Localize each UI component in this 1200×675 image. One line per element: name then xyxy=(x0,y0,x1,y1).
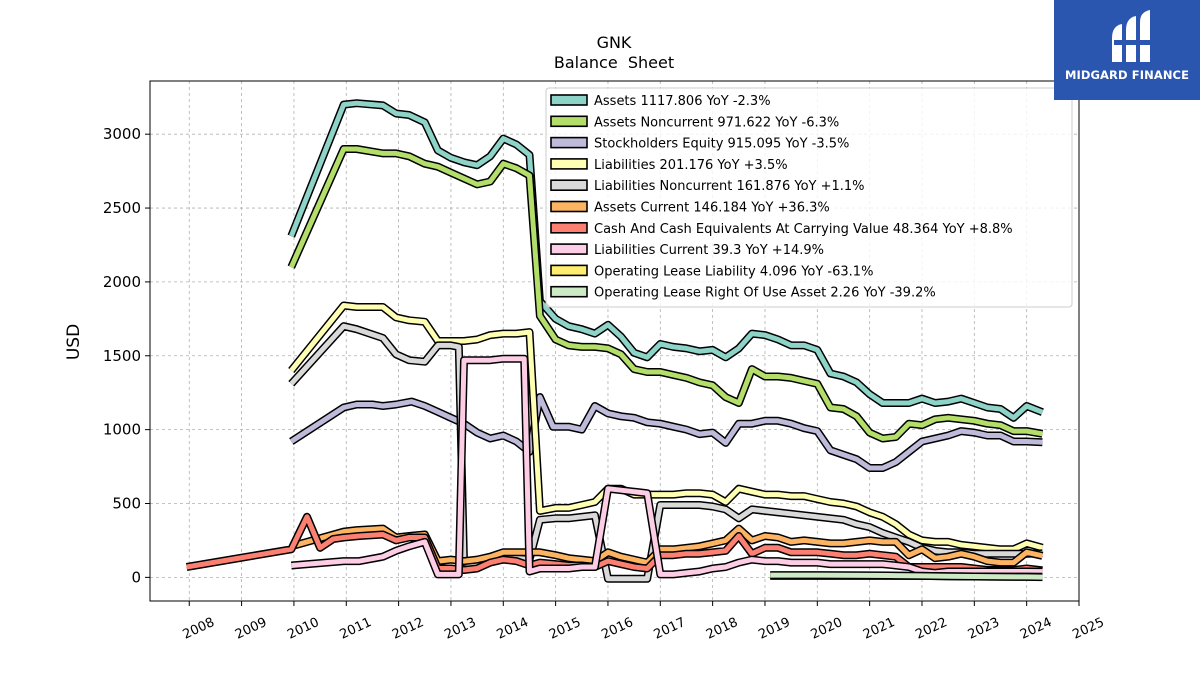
plot-frame xyxy=(149,80,1080,602)
series-line-outline xyxy=(289,393,1043,472)
legend-label: Assets Noncurrent 971.622 YoY -6.3% xyxy=(594,115,839,130)
series-line xyxy=(287,99,1044,422)
x-tick-label: 2017 xyxy=(652,615,688,643)
series-line-stroke xyxy=(770,572,1043,580)
legend-swatch xyxy=(550,243,588,255)
x-tick-label: 2023 xyxy=(966,615,1002,643)
x-tick-label: 2014 xyxy=(495,615,531,643)
y-axis-label: USD xyxy=(64,324,84,360)
series-line-stroke xyxy=(289,303,1044,552)
x-tick-label: 2024 xyxy=(1018,615,1054,643)
legend-label: Liabilities Noncurrent 161.876 YoY +1.1% xyxy=(594,179,865,194)
x-tick-label: 2021 xyxy=(861,615,897,643)
x-tick-label: 2015 xyxy=(547,615,583,643)
y-tick-label: 500 xyxy=(112,495,141,513)
x-tick-label: 2019 xyxy=(756,615,792,643)
legend-swatch xyxy=(550,179,588,191)
legend-swatch xyxy=(550,285,588,298)
series-line xyxy=(287,145,1044,443)
legend: Assets 1117.806 YoY -2.3% Assets Noncurre… xyxy=(545,87,1073,308)
legend-label: Liabilities 201.176 YoY +3.5% xyxy=(594,158,788,173)
legend-item: Liabilities Current 39.3 YoY +14.9% xyxy=(550,243,824,258)
series-line-stroke xyxy=(291,356,1043,577)
series-lines xyxy=(185,99,1044,583)
y-tick-label: 1500 xyxy=(103,347,141,365)
series-line-stroke xyxy=(288,100,1044,421)
legend-swatch xyxy=(550,115,588,128)
legend-item: Liabilities 201.176 YoY +3.5% xyxy=(550,158,788,173)
y-tick-label: 1000 xyxy=(103,421,141,439)
brand-logo: MIDGARD FINANCE xyxy=(1054,0,1200,100)
y-axis-ticks: 0 500 1000 1500 2000 2500 3000 xyxy=(103,125,150,586)
x-tick-label: 2022 xyxy=(913,615,949,643)
legend-item: Operating Lease Liability 4.096 YoY -63.… xyxy=(550,264,873,279)
series-line-stroke xyxy=(289,146,1043,441)
legend-label: Operating Lease Right Of Use Asset 2.26 … xyxy=(594,286,936,301)
legend-item: Cash And Cash Equivalents At Carrying Va… xyxy=(550,222,1013,237)
series-line xyxy=(288,301,1044,554)
x-tick-label: 2016 xyxy=(599,615,635,643)
legend-label: Liabilities Current 39.3 YoY +14.9% xyxy=(594,243,824,258)
series-line xyxy=(290,354,1043,579)
legend-label: Assets 1117.806 YoY -2.3% xyxy=(594,94,771,109)
series-line xyxy=(289,393,1043,472)
x-tick-label: 2009 xyxy=(233,615,269,643)
legend-swatch xyxy=(550,222,588,234)
legend-item: Liabilities Noncurrent 161.876 YoY +1.1% xyxy=(550,179,865,194)
legend-label: Operating Lease Liability 4.096 YoY -63.… xyxy=(594,264,873,279)
series-line xyxy=(770,571,1043,582)
x-tick-label: 2008 xyxy=(181,615,217,643)
y-tick-label: 2000 xyxy=(103,273,141,291)
legend-item: Assets 1117.806 YoY -2.3% xyxy=(550,94,771,109)
x-tick-label: 2018 xyxy=(704,615,740,643)
chart-subtitle: Balance Sheet xyxy=(554,53,674,72)
midgard-logo-icon xyxy=(1112,10,1150,62)
x-tick-label: 2012 xyxy=(390,615,426,643)
chart-title: GNK xyxy=(597,33,632,52)
brand-name: MIDGARD FINANCE xyxy=(1064,68,1190,82)
x-tick-label: 2020 xyxy=(809,615,845,643)
x-tick-label: 2013 xyxy=(442,615,478,643)
legend-swatch xyxy=(550,94,588,106)
x-tick-label: 2011 xyxy=(338,615,374,643)
x-tick-label: 2025 xyxy=(1070,615,1106,643)
legend-item: Operating Lease Right Of Use Asset 2.26 … xyxy=(550,285,936,301)
y-tick-label: 2500 xyxy=(103,199,141,217)
legend-box xyxy=(545,87,1073,308)
x-axis-ticks: 2008 2009 2010 2011 2012 2013 2014 2015 2016 2017… xyxy=(181,601,1107,643)
legend-label: Cash And Cash Equivalents At Carrying Va… xyxy=(594,222,1013,237)
legend-label: Assets Current 146.184 YoY +36.3% xyxy=(594,201,830,216)
legend-swatch xyxy=(550,200,588,213)
legend-swatch xyxy=(550,158,588,170)
legend-label: Stockholders Equity 915.095 YoY -3.5% xyxy=(594,137,849,152)
series-line-stroke xyxy=(289,394,1043,471)
legend-item: Assets Current 146.184 YoY +36.3% xyxy=(550,200,830,216)
legend-swatch xyxy=(550,264,588,277)
y-tick-label: 0 xyxy=(131,568,141,586)
x-tick-label: 2010 xyxy=(285,615,321,643)
legend-item: Assets Noncurrent 971.622 YoY -6.3% xyxy=(550,115,839,130)
legend-swatch xyxy=(550,136,588,149)
y-tick-label: 3000 xyxy=(103,125,141,143)
legend-item: Stockholders Equity 915.095 YoY -3.5% xyxy=(550,136,849,152)
